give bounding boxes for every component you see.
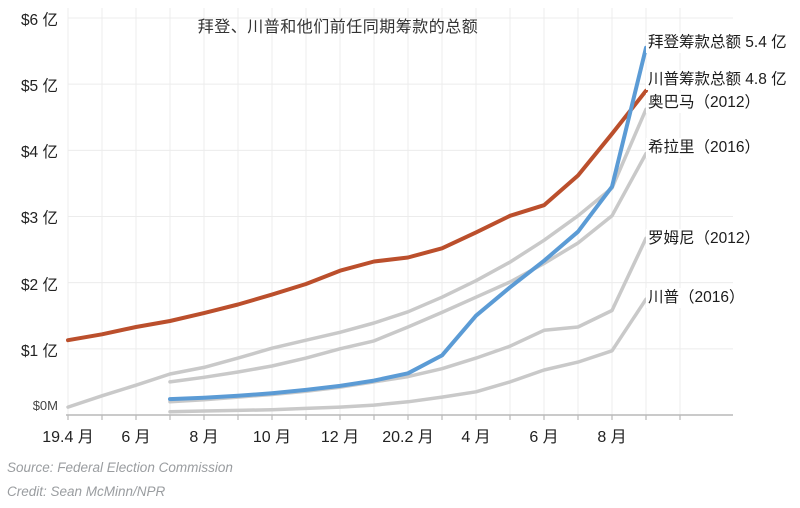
- x-tick-label: 19.4 月: [42, 429, 94, 446]
- x-tick-label: 10 月: [252, 429, 292, 446]
- line-hillary: [168, 151, 648, 384]
- x-tick-label: 8 月: [189, 429, 219, 446]
- line-trump2016: [168, 297, 648, 414]
- x-tick-label: 20.2 月: [382, 429, 434, 446]
- series-label-obama: 奥巴马（2012）: [646, 93, 762, 113]
- source-note: Source: Federal Election Commission: [7, 460, 233, 475]
- series-label-trump2016: 川普（2016）: [646, 288, 747, 308]
- x-tick-label: 6 月: [121, 429, 151, 446]
- series-label-biden: 拜登筹款总额 5.4 亿: [646, 33, 789, 53]
- y-tick-label: $6 亿: [20, 11, 58, 29]
- series-label-hillary: 希拉里（2016）: [646, 138, 762, 158]
- y-tick-label: $0M: [32, 398, 58, 413]
- line-trump2020: [66, 88, 648, 343]
- y-tick-label: $3 亿: [20, 210, 58, 228]
- series-label-trump2020: 川普筹款总额 4.8 亿: [646, 70, 789, 90]
- x-tick-label: 4 月: [461, 429, 491, 446]
- credit-note: Credit: Sean McMinn/NPR: [7, 484, 166, 499]
- line-obama: [66, 107, 648, 409]
- y-tick-label: $1 亿: [20, 342, 58, 360]
- x-tick-label: 6 月: [529, 429, 559, 446]
- series-label-romney: 罗姆尼（2012）: [646, 229, 762, 249]
- y-tick-label: $4 亿: [20, 144, 58, 162]
- x-tick-label: 12 月: [320, 429, 360, 446]
- y-tick-label: $5 亿: [20, 78, 58, 96]
- y-tick-label: $2 亿: [20, 276, 58, 294]
- line-biden: [168, 45, 648, 402]
- chart-title: 拜登、川普和他们前任同期筹款的总额: [197, 19, 479, 36]
- x-tick-label: 8 月: [597, 429, 627, 446]
